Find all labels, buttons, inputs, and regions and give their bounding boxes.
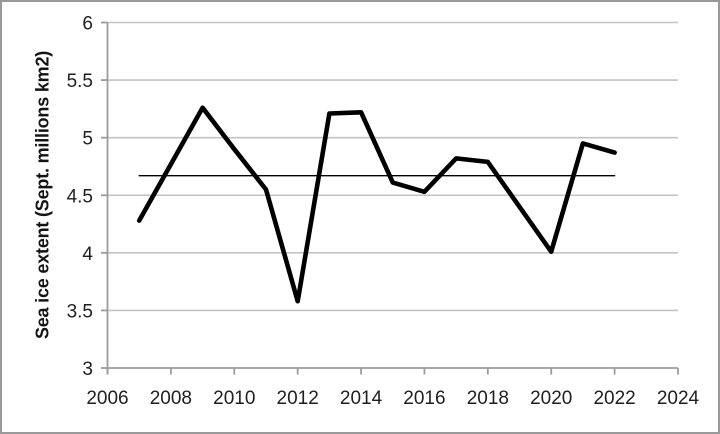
x-tick-label: 2010 — [213, 388, 255, 409]
y-tick-label: 4 — [82, 244, 93, 265]
y-tick-label: 5 — [82, 129, 93, 150]
x-tick-label: 2020 — [530, 388, 572, 409]
x-tick-label: 2024 — [657, 388, 700, 409]
x-tick-label: 2018 — [467, 388, 509, 409]
y-tick-label: 4.5 — [67, 186, 93, 207]
y-tick-label: 3.5 — [67, 301, 93, 322]
x-tick-label: 2012 — [277, 388, 319, 409]
x-tick-label: 2022 — [593, 388, 635, 409]
x-tick-label: 2016 — [403, 388, 445, 409]
y-tick-label: 3 — [82, 359, 93, 380]
sea-ice-extent-line — [136, 105, 617, 304]
y-tick-label: 6 — [82, 14, 93, 35]
x-tick-label: 2008 — [150, 388, 192, 409]
x-tick-label: 2014 — [340, 388, 383, 409]
y-tick-label: 5.5 — [67, 71, 93, 92]
x-tick-label: 2006 — [86, 388, 128, 409]
